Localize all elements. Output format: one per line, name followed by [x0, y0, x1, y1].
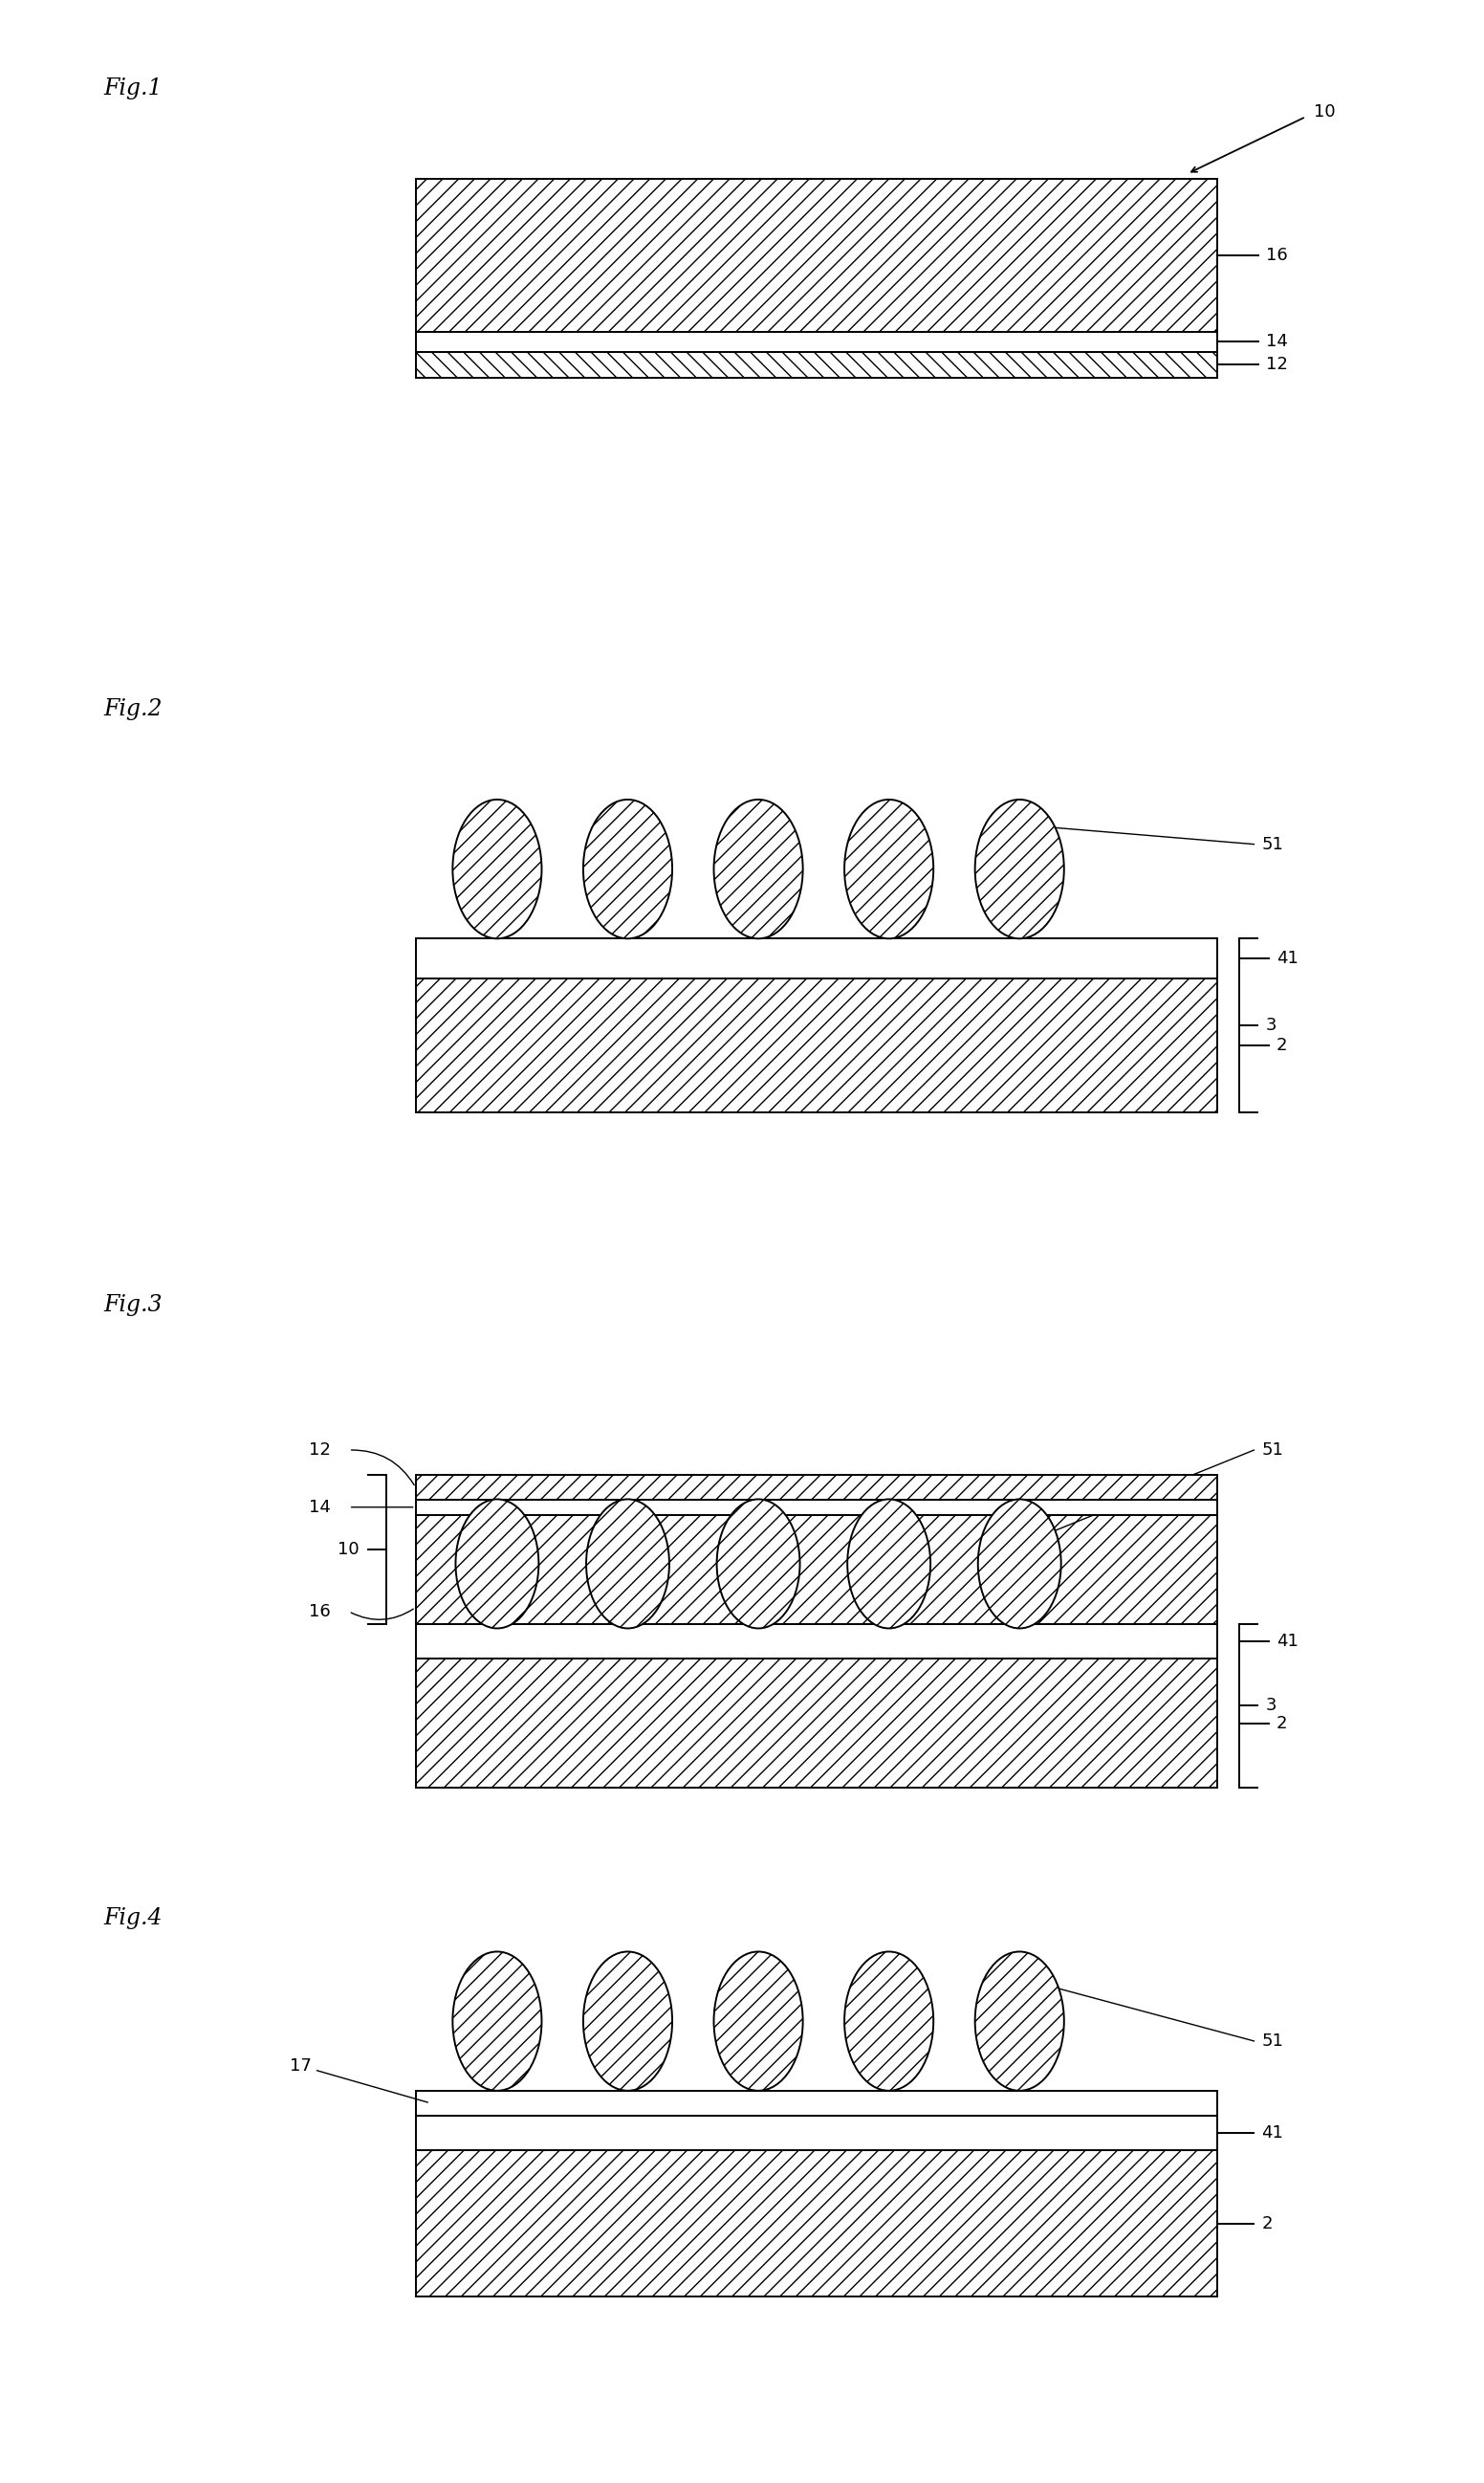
Text: Fig.3: Fig.3: [104, 1294, 163, 1316]
Ellipse shape: [847, 1500, 930, 1629]
Text: Fig.1: Fig.1: [104, 77, 163, 99]
Text: 51: 51: [1261, 2034, 1284, 2048]
Ellipse shape: [586, 1500, 669, 1629]
Bar: [416, 1515, 1217, 1624]
Text: 51: 51: [1261, 1443, 1284, 1458]
Ellipse shape: [844, 1952, 933, 2091]
Bar: [416, 2116, 1217, 2150]
Bar: [416, 1500, 1217, 1515]
Text: 3: 3: [1266, 1018, 1276, 1033]
Bar: [416, 333, 1217, 353]
Bar: [416, 939, 1217, 978]
Text: 41: 41: [1261, 2125, 1284, 2140]
Text: 10: 10: [1313, 104, 1336, 119]
Text: Fig.4: Fig.4: [104, 1907, 163, 1929]
Ellipse shape: [453, 800, 542, 939]
Text: Fig.2: Fig.2: [104, 698, 163, 720]
Text: 2: 2: [1276, 1038, 1287, 1053]
Text: 2: 2: [1261, 2215, 1272, 2232]
Bar: [416, 1475, 1217, 1500]
Text: 16: 16: [309, 1604, 331, 1619]
Ellipse shape: [714, 800, 803, 939]
Text: 3: 3: [1266, 1698, 1276, 1713]
Text: 41: 41: [1276, 951, 1298, 966]
Text: 16: 16: [1266, 246, 1288, 263]
Text: 12: 12: [1266, 355, 1288, 372]
Ellipse shape: [583, 800, 672, 939]
Bar: [416, 2091, 1217, 2116]
Bar: [416, 1624, 1217, 1659]
Bar: [416, 1659, 1217, 1788]
Ellipse shape: [975, 1952, 1064, 2091]
Ellipse shape: [844, 800, 933, 939]
Bar: [416, 2150, 1217, 2297]
Ellipse shape: [978, 1500, 1061, 1629]
Bar: [416, 353, 1217, 377]
Text: 51: 51: [1261, 837, 1284, 852]
Ellipse shape: [453, 1952, 542, 2091]
Text: 10: 10: [337, 1542, 359, 1557]
Text: 14: 14: [1266, 333, 1288, 350]
Ellipse shape: [456, 1500, 539, 1629]
Ellipse shape: [975, 800, 1064, 939]
Ellipse shape: [714, 1952, 803, 2091]
Text: 17: 17: [289, 2058, 427, 2103]
Text: 41: 41: [1276, 1634, 1298, 1649]
Ellipse shape: [717, 1500, 800, 1629]
Ellipse shape: [583, 1952, 672, 2091]
Text: 12: 12: [309, 1443, 331, 1458]
Text: 14: 14: [309, 1500, 331, 1515]
Bar: [416, 179, 1217, 333]
Bar: [416, 978, 1217, 1112]
Text: 2: 2: [1276, 1716, 1287, 1731]
